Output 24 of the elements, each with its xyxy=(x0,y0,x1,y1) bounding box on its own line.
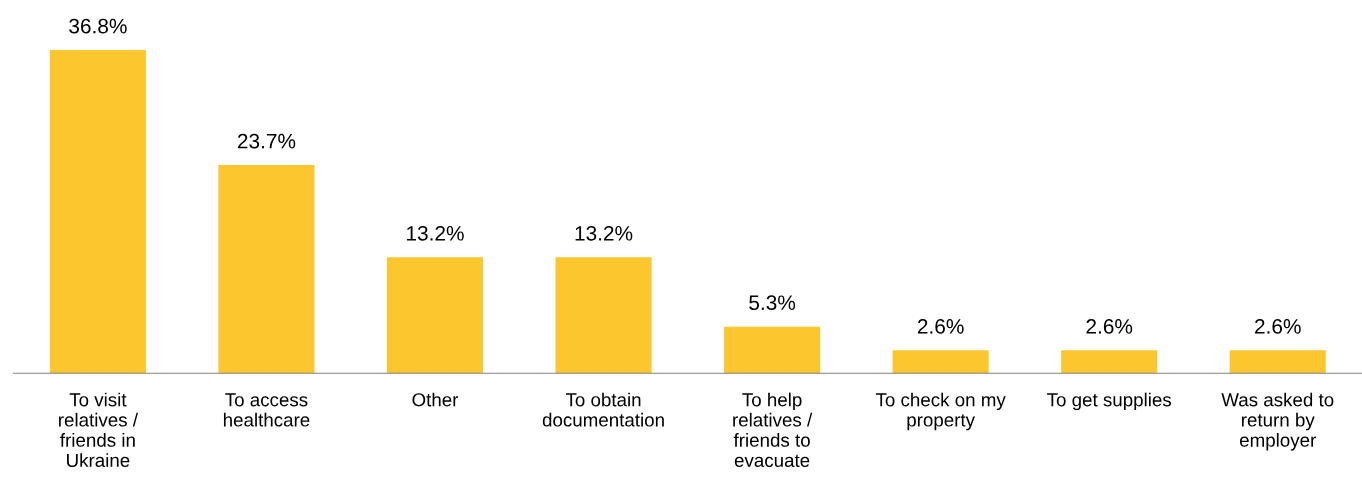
bar xyxy=(386,257,484,374)
bar xyxy=(555,257,652,374)
x-tick-label: Was asked to return by employer xyxy=(1221,392,1334,451)
data-label: 5.3% xyxy=(749,295,796,311)
x-tick-label: To help relatives / friends to evacuate xyxy=(733,392,813,468)
bar xyxy=(218,165,315,374)
data-label: 2.6% xyxy=(1255,319,1301,334)
x-tick-label: To get supplies xyxy=(1047,392,1172,411)
x-tick-label: To check on my property xyxy=(875,392,1006,431)
bar xyxy=(1229,350,1326,374)
data-label: 2.6% xyxy=(917,319,964,334)
bar xyxy=(1061,350,1158,374)
data-label: 36.8% xyxy=(69,18,127,34)
data-label: 13.2% xyxy=(407,225,464,241)
x-tick-label: To access healthcare xyxy=(223,393,310,427)
data-label: 23.7% xyxy=(237,133,296,149)
bar xyxy=(724,326,821,374)
data-label: 2.6% xyxy=(1086,319,1133,334)
data-label: 13.2% xyxy=(575,225,633,241)
bar xyxy=(892,350,989,374)
x-tick-label: Other xyxy=(412,392,459,407)
x-tick-label: To visit relatives / friends in Ukraine xyxy=(59,392,139,468)
x-tick-label: To obtain documentation xyxy=(542,392,664,427)
bar xyxy=(49,50,146,374)
